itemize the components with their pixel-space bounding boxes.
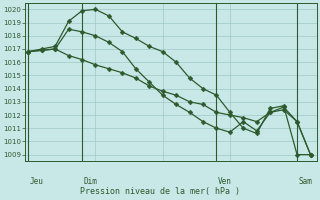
Text: Sam: Sam xyxy=(299,177,313,186)
Text: Ven: Ven xyxy=(218,177,232,186)
Text: Jeu: Jeu xyxy=(30,177,44,186)
Text: Pression niveau de la mer( hPa ): Pression niveau de la mer( hPa ) xyxy=(80,187,240,196)
Text: Dim: Dim xyxy=(84,177,98,186)
